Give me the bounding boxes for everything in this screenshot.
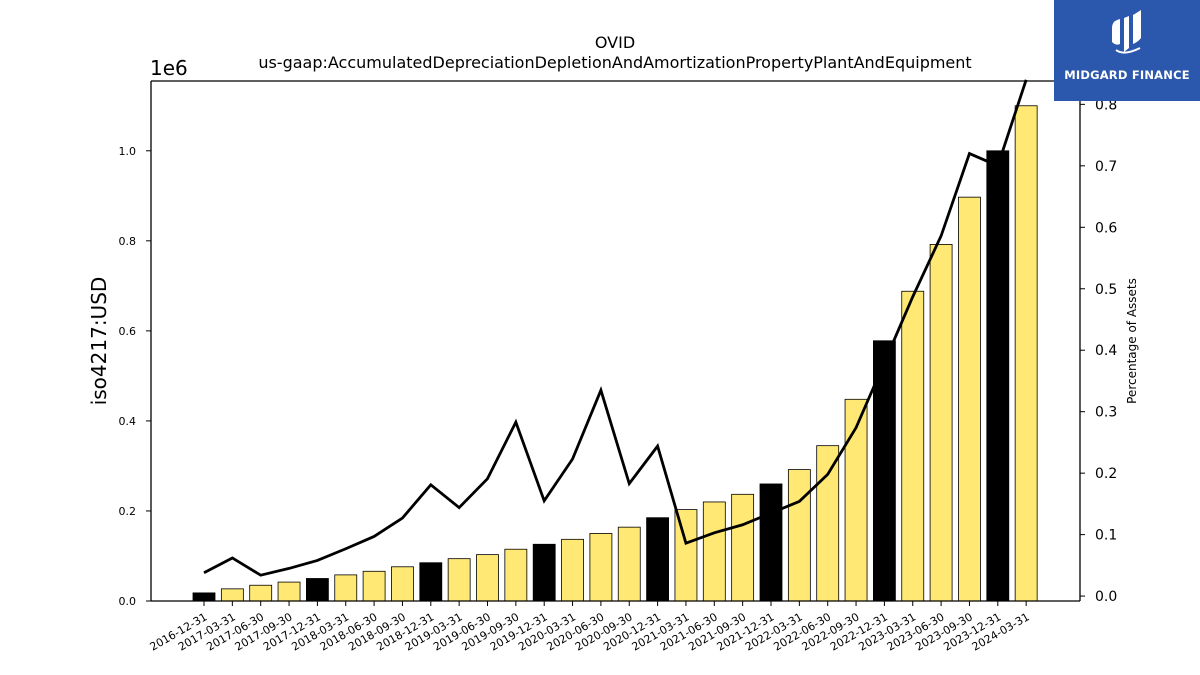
bar-2017-12-31 <box>305 578 329 602</box>
bar-2021-09-30 <box>731 493 755 602</box>
bar-2024-03-31 <box>1014 105 1038 602</box>
percentage-of-assets-line <box>203 79 1028 577</box>
bar-2021-03-31 <box>674 509 698 602</box>
x-ticks: 2016-12-312017-03-312017-06-302017-09-30… <box>148 601 1032 654</box>
bar-2016-12-31 <box>192 592 216 602</box>
bar-2020-12-31 <box>646 517 669 602</box>
y2-tick-label: 0.4 <box>1095 343 1117 359</box>
y-tick-label: 0.4 <box>119 415 137 428</box>
y2-ticks: 0.0 0.1 0.2 0.3 0.4 0.5 0.6 0.7 0.8 <box>1080 97 1117 605</box>
chart-title: OVID <box>595 33 635 52</box>
y2-tick-label: 0.6 <box>1095 220 1117 236</box>
y2-axis-label: Percentage of Assets <box>1125 278 1139 404</box>
line-series <box>203 79 1028 577</box>
bar-2023-06-30 <box>929 244 953 602</box>
y-tick-label: 0.6 <box>119 325 137 338</box>
y2-tick-label: 0.8 <box>1095 97 1117 113</box>
bar-2022-06-30 <box>816 445 840 602</box>
chart-subtitle: us-gaap:AccumulatedDepreciationDepletion… <box>258 53 971 72</box>
bar-2020-09-30 <box>617 526 641 602</box>
bar-2018-03-31 <box>334 574 358 602</box>
y-ticks: 0.0 0.2 0.4 0.6 0.8 1.0 <box>119 145 151 608</box>
midgard-finance-logo: MIDGARD FINANCE <box>1054 0 1200 101</box>
bar-series <box>192 105 1038 602</box>
bar-2020-03-31 <box>561 538 584 602</box>
bar-2021-06-30 <box>702 501 726 602</box>
y2-tick-label: 0.2 <box>1095 466 1117 482</box>
bar-2019-06-30 <box>476 554 499 602</box>
y2-tick-label: 0.3 <box>1095 405 1117 421</box>
bar-2020-06-30 <box>589 533 613 602</box>
y-offset-text: 1e6 <box>150 56 188 80</box>
y-axis-label: iso4217:USD <box>87 277 111 406</box>
y-tick-label: 0.0 <box>119 595 137 608</box>
bar-2017-06-30 <box>249 584 273 602</box>
logo-mark-icon <box>1112 10 1141 54</box>
bar-2022-03-31 <box>787 469 811 602</box>
bar-2023-12-31 <box>986 150 1010 602</box>
y2-tick-label: 0.5 <box>1095 282 1117 298</box>
bar-2018-09-30 <box>391 566 414 602</box>
bar-2018-06-30 <box>362 570 386 602</box>
bar-2023-09-30 <box>958 196 981 602</box>
y-tick-label: 1.0 <box>119 145 137 158</box>
bar-2017-09-30 <box>277 581 301 602</box>
bar-2021-12-31 <box>759 483 783 602</box>
bar-2019-09-30 <box>504 548 528 602</box>
bar-2018-12-31 <box>419 562 443 602</box>
y2-tick-label: 0.1 <box>1095 528 1117 544</box>
bar-2019-12-31 <box>532 543 556 602</box>
y2-tick-label: 0.7 <box>1095 159 1117 175</box>
bar-2017-03-31 <box>220 588 244 602</box>
y2-tick-label: 0.0 <box>1095 589 1117 605</box>
bar-2023-03-31 <box>901 290 925 602</box>
axes <box>150 80 1081 602</box>
logo-text: MIDGARD FINANCE <box>1064 68 1190 82</box>
y-tick-label: 0.8 <box>119 235 137 248</box>
y-tick-label: 0.2 <box>119 505 137 518</box>
bar-2019-03-31 <box>447 558 471 602</box>
